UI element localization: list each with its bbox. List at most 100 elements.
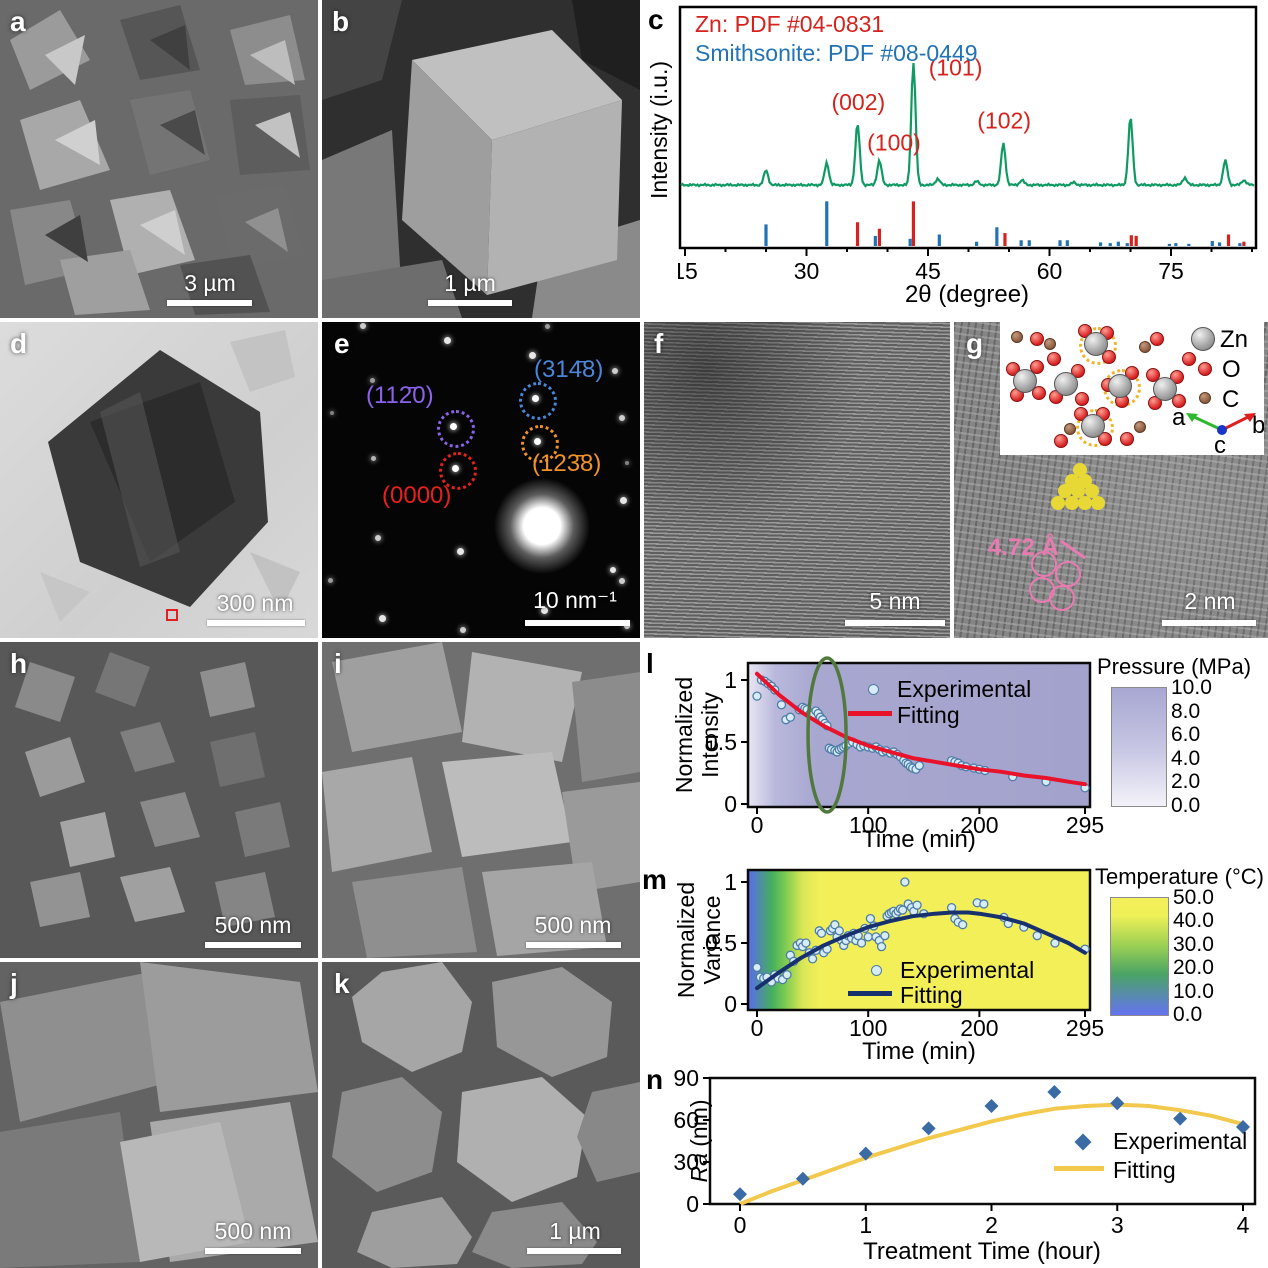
diffraction-ring [437, 410, 475, 448]
yellow-atom-dot [1078, 496, 1092, 510]
diffraction-spot [360, 323, 366, 329]
xrd-ylabel: Intensity (i.u.) [646, 60, 672, 200]
hrtem-image-f [644, 322, 950, 638]
diffraction-spot [540, 606, 548, 614]
diffraction-spot [369, 377, 375, 383]
sem-image-b [322, 0, 640, 318]
crystal-structure-inset: Zn O C a b c [1000, 322, 1264, 455]
fitting-line-marker-n [1054, 1166, 1104, 1171]
oxygen-atom [1182, 352, 1196, 366]
scale-text-a: 3 µm [184, 270, 236, 296]
scale-bar-k [527, 1248, 621, 1254]
pink-atom-circle [1049, 585, 1075, 611]
colorbar-tick-label: 40.0 [1173, 909, 1214, 933]
diffraction-spot-label: (112̄0) [366, 382, 434, 409]
zinc-atom [1084, 332, 1108, 356]
ytick-label: 0.5 [705, 930, 737, 956]
ytick-label: 1 [724, 869, 737, 895]
xrd-xtick-label: 15 [678, 258, 698, 284]
electron-beam-spot [492, 476, 592, 576]
plot-m-ylabel: Normalized Variance [673, 881, 725, 999]
diffraction-spot [544, 323, 550, 329]
diffraction-spot [330, 411, 334, 415]
lattice-distance-label: 4.72 Å [988, 534, 1059, 561]
scale-text-f: 5 nm [869, 588, 921, 614]
colorbar-tick-label: 0.0 [1171, 794, 1201, 817]
xrd-xtick-label: 45 [915, 258, 941, 284]
xrd-peak-label: (101) [929, 55, 983, 81]
panel-letter-f: f [654, 328, 664, 359]
diffraction-spot [625, 461, 629, 465]
sem-image-h [0, 642, 318, 958]
diffraction-spot [612, 368, 618, 374]
diffraction-ring [519, 382, 557, 420]
diffraction-spot [528, 351, 536, 359]
scale-text-j: 500 nm [214, 1218, 292, 1244]
xtick-label: 3 [1111, 1212, 1124, 1238]
sem-image-a [0, 0, 318, 318]
ytick-label: 0.5 [705, 729, 737, 755]
zn-legend-sphere [1191, 327, 1215, 351]
ytick-label: 60 [673, 1107, 699, 1133]
pink-atom-circle [1055, 561, 1081, 587]
tem-crystal-d [40, 330, 300, 622]
ytick-label: 30 [673, 1149, 699, 1175]
xtick-label: 100 [849, 1015, 887, 1041]
plot-m-legend-fitting: Fitting [900, 982, 963, 1008]
colorbar-tick-label: 8.0 [1171, 699, 1201, 723]
diffraction-spot [619, 496, 627, 504]
plot-n-legend-experimental: Experimental [1113, 1128, 1248, 1154]
xtick-label: 295 [1066, 1015, 1104, 1041]
yellow-atom-dot [1091, 496, 1105, 510]
scale-bar-d [207, 620, 305, 626]
diffraction-spot [619, 415, 625, 421]
sem-image-i [322, 642, 640, 958]
diffraction-spot [610, 567, 616, 573]
xtick-label: 1 [859, 1212, 872, 1238]
scale-bar-i [526, 942, 621, 948]
colorbar-tick-label: 10.0 [1171, 676, 1212, 699]
plot-m-legend-experimental: Experimental [900, 957, 1035, 983]
plot-l-background [748, 663, 1090, 807]
plot-l-ylabel: Normalized Intensity [671, 676, 723, 794]
yellow-atom-dot [1058, 484, 1072, 498]
xtick-label: 200 [960, 1015, 998, 1041]
scale-bar-h [205, 942, 301, 948]
zinc-atom [1013, 369, 1037, 393]
scale-bar-a [167, 300, 252, 306]
sem-crystals-a [10, 5, 310, 315]
colorbar-tick-label: 10.0 [1173, 979, 1214, 1003]
variance-plot: 0 100 200 295 1 0.5 0 [705, 868, 1104, 1041]
oxygen-atom [1075, 392, 1089, 406]
carbon-atom [1044, 338, 1056, 350]
sem-image-k [322, 962, 640, 1268]
xrd-xtick-label: 30 [794, 258, 820, 284]
xtick-label: 295 [1066, 812, 1104, 838]
yellow-atom-dot [1071, 484, 1085, 498]
panel-letter-k: k [334, 968, 350, 999]
xtick-label: 4 [1237, 1212, 1250, 1238]
panel-letter-j: j [10, 968, 18, 999]
oxygen-atom [1054, 434, 1068, 448]
plot-m-xlabel: Time (min) [862, 1038, 976, 1065]
zinc-highlight-ring [1079, 327, 1117, 365]
oxygen-atom [1071, 364, 1085, 378]
xtick-label: 100 [849, 812, 887, 838]
zinc-atom [1153, 377, 1177, 401]
colorbar-tick-label: 30.0 [1173, 932, 1214, 956]
xtick-label: 0 [751, 812, 764, 838]
oxygen-atom [1150, 332, 1164, 346]
plot-n-ylabel-unit: (nm) [686, 1099, 712, 1154]
temperature-colorbar-title: Temperature (°C) [1095, 864, 1264, 889]
fitting-line-marker-m [848, 991, 892, 996]
scale-text-g: 2 nm [1184, 588, 1236, 614]
scale-text-d: 300 nm [216, 590, 294, 616]
zinc-atom [1081, 414, 1105, 438]
diffraction-spot [378, 614, 386, 622]
ytick-label: 0 [724, 991, 737, 1017]
plot-n-ylabel: Ra (nm) [660, 1066, 712, 1216]
xrd-peak-label: (100) [867, 130, 921, 156]
colorbar-tick-label: 0.0 [1173, 1003, 1203, 1026]
diffraction-spot [327, 577, 333, 583]
